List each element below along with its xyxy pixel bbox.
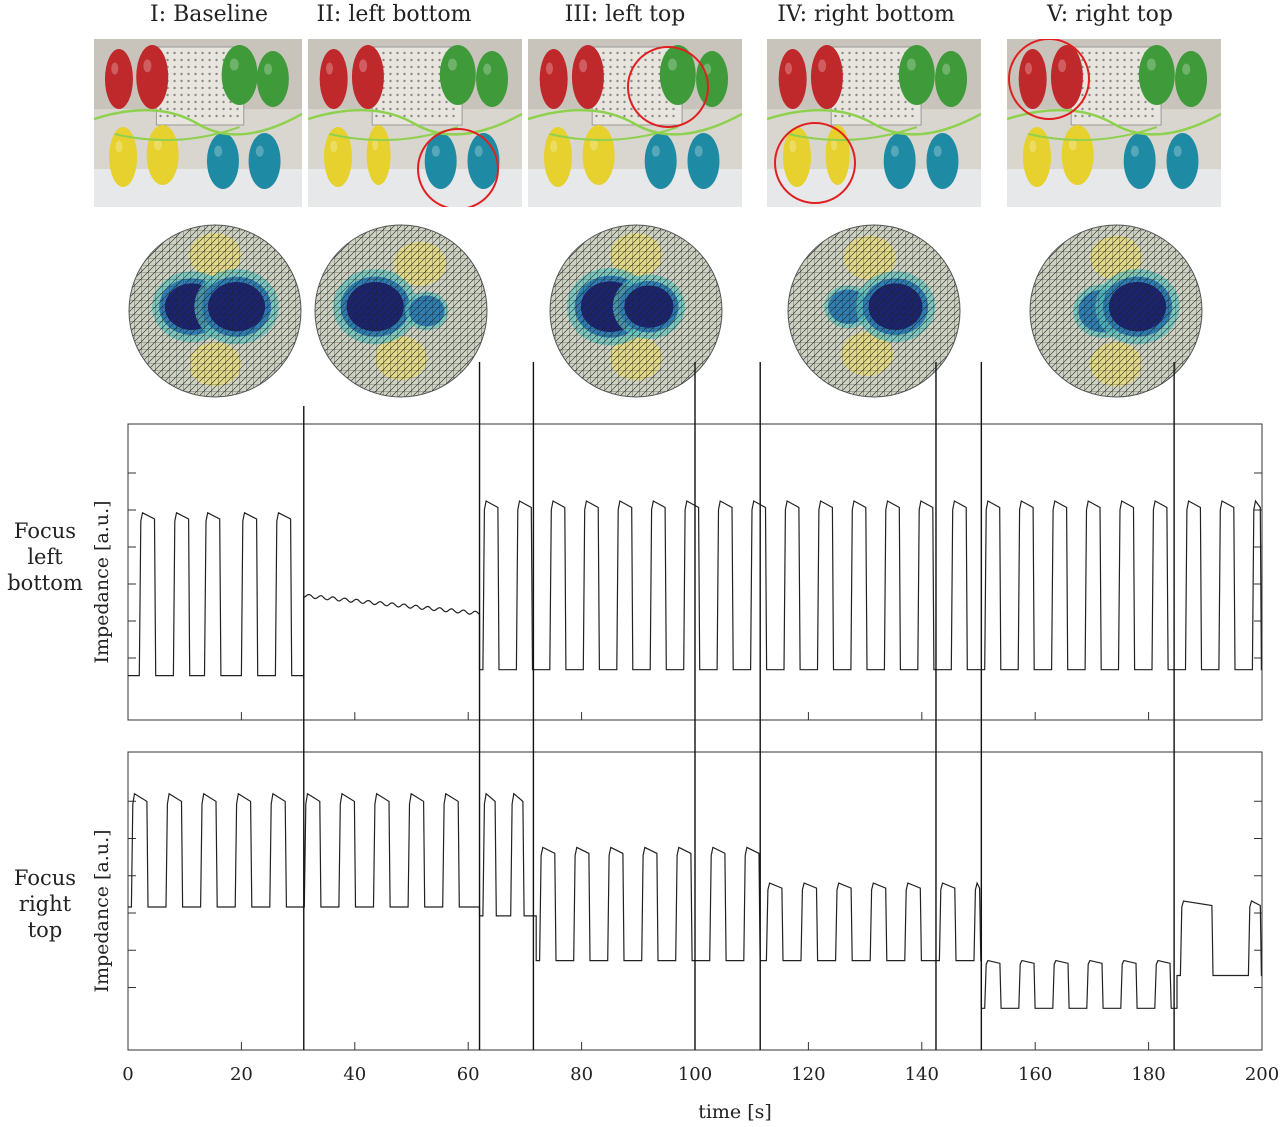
phantom-photo-5 [1007, 39, 1221, 207]
green-balloon [476, 51, 509, 107]
green-balloon [898, 45, 935, 105]
chart-panel-1: Impedance [a.u.] [91, 423, 1263, 721]
yellow-balloon [323, 127, 352, 187]
row-label-bottom-line-1: Focus [13, 866, 77, 890]
y-axis-label: Impedance [a.u.] [91, 500, 113, 663]
eit-reconstruction-3 [548, 223, 724, 403]
highlight-circle [1008, 39, 1090, 120]
eit-reconstruction-4 [786, 223, 962, 403]
x-tick-label: 200 [1245, 1064, 1279, 1085]
blue-balloon [424, 133, 457, 189]
x-tick-label: 20 [230, 1064, 253, 1085]
eit-reconstruction-5 [1028, 223, 1204, 403]
red-balloon [1050, 45, 1083, 109]
row-label-top-line-2: left [27, 545, 63, 569]
green-balloon [659, 45, 696, 105]
red-balloon [319, 49, 348, 109]
phase-title-4: IV: right bottom [777, 2, 955, 27]
row-label-top-line-3: bottom [7, 571, 83, 595]
row-label-top: Focus left bottom [0, 518, 90, 596]
x-tick-label: 60 [457, 1064, 480, 1085]
phase-title-1: I: Baseline [150, 2, 268, 27]
x-tick-label: 140 [905, 1064, 939, 1085]
red-balloon [136, 45, 169, 109]
yellow-balloon [1022, 127, 1051, 187]
blue-balloon [1123, 133, 1156, 189]
blue-balloon [1166, 133, 1199, 189]
x-tick-label: 80 [570, 1064, 593, 1085]
highlight-circle [774, 122, 856, 204]
green-balloon [935, 51, 968, 107]
green-balloon [1138, 45, 1175, 105]
eit-reconstruction-1 [127, 223, 303, 403]
blue-balloon [883, 133, 916, 189]
y-axis-label: Impedance [a.u.] [91, 829, 113, 992]
x-tick-label: 180 [1131, 1064, 1165, 1085]
row-label-bottom-line-2: right [18, 892, 72, 916]
phase-title-5: V: right top [1047, 2, 1173, 27]
phase-title-3: III: left top [564, 2, 686, 27]
row-label-top-line-1: Focus [13, 519, 77, 543]
blue-balloon [687, 133, 720, 189]
red-balloon [104, 49, 133, 109]
x-tick-label: 0 [122, 1064, 133, 1085]
x-tick-label: 100 [678, 1064, 712, 1085]
highlight-circle [417, 128, 499, 207]
phantom-photo-3 [528, 39, 742, 207]
red-balloon [571, 45, 604, 109]
red-balloon [1018, 49, 1047, 109]
red-balloon [810, 45, 843, 109]
row-label-bottom: Focus right top [0, 865, 90, 943]
blue-balloon [644, 133, 677, 189]
yellow-balloon [782, 127, 811, 187]
eit-reconstruction-2 [313, 223, 489, 403]
green-balloon [439, 45, 476, 105]
chart-panel-2: Impedance [a.u.] [91, 751, 1263, 1051]
highlight-circle [627, 46, 709, 128]
blue-balloon [926, 133, 959, 189]
x-tick-label: 160 [1018, 1064, 1052, 1085]
x-axis-label: time [s] [698, 1101, 772, 1123]
yellow-balloon [543, 127, 572, 187]
green-balloon [221, 45, 258, 105]
red-balloon [778, 49, 807, 109]
red-balloon [351, 45, 384, 109]
x-tick-label: 40 [343, 1064, 366, 1085]
phase-title-2: II: left bottom [316, 2, 472, 27]
row-label-bottom-line-3: top [27, 918, 63, 942]
impedance-trace [128, 499, 1262, 677]
red-balloon [539, 49, 568, 109]
phantom-photo-1 [94, 39, 302, 207]
phantom-photo-4 [767, 39, 981, 207]
phantom-photo-2 [308, 39, 522, 207]
yellow-balloon [109, 127, 138, 187]
green-balloon [1175, 51, 1208, 107]
green-balloon [256, 51, 289, 107]
impedance-trace [128, 792, 1262, 1009]
x-tick-label: 120 [791, 1064, 825, 1085]
blue-balloon [248, 133, 281, 189]
blue-balloon [206, 133, 239, 189]
